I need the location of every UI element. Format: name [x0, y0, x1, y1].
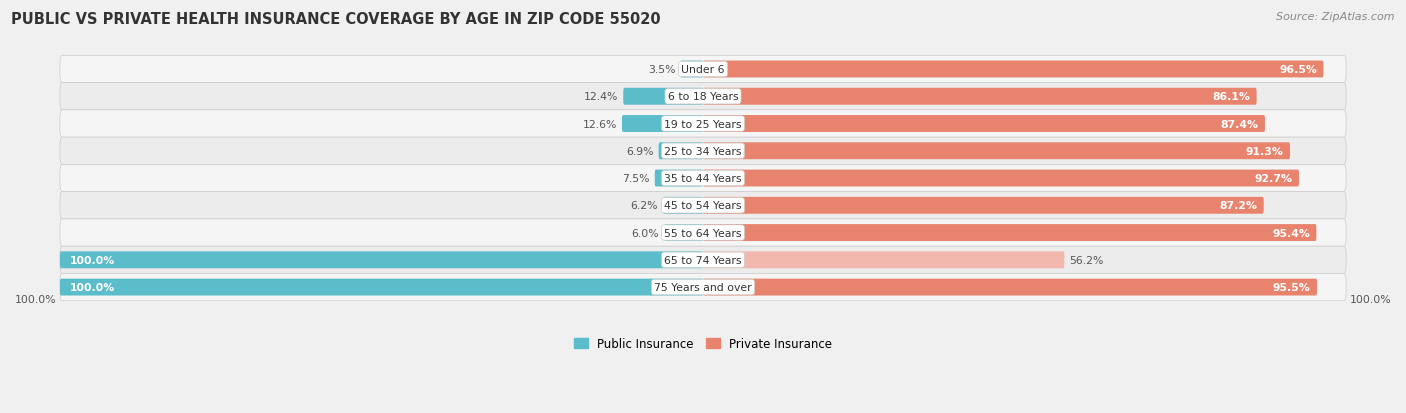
FancyBboxPatch shape	[665, 225, 703, 242]
FancyBboxPatch shape	[60, 252, 703, 268]
FancyBboxPatch shape	[60, 192, 1346, 219]
FancyBboxPatch shape	[60, 165, 1346, 192]
Text: 87.4%: 87.4%	[1220, 119, 1258, 129]
FancyBboxPatch shape	[703, 170, 1299, 187]
Text: 6.0%: 6.0%	[631, 228, 659, 238]
FancyBboxPatch shape	[60, 111, 1346, 138]
Text: 92.7%: 92.7%	[1254, 173, 1292, 184]
Text: 95.4%: 95.4%	[1272, 228, 1310, 238]
FancyBboxPatch shape	[703, 88, 1257, 105]
Text: 3.5%: 3.5%	[648, 65, 675, 75]
Text: 6 to 18 Years: 6 to 18 Years	[668, 92, 738, 102]
FancyBboxPatch shape	[664, 197, 703, 214]
Text: 91.3%: 91.3%	[1246, 147, 1284, 157]
FancyBboxPatch shape	[658, 143, 703, 160]
Text: 55 to 64 Years: 55 to 64 Years	[664, 228, 742, 238]
Text: 6.2%: 6.2%	[630, 201, 658, 211]
Text: 7.5%: 7.5%	[621, 173, 650, 184]
FancyBboxPatch shape	[703, 116, 1265, 133]
Legend: Public Insurance, Private Insurance: Public Insurance, Private Insurance	[569, 332, 837, 355]
Text: 95.5%: 95.5%	[1272, 282, 1310, 292]
Text: PUBLIC VS PRIVATE HEALTH INSURANCE COVERAGE BY AGE IN ZIP CODE 55020: PUBLIC VS PRIVATE HEALTH INSURANCE COVER…	[11, 12, 661, 27]
FancyBboxPatch shape	[60, 279, 703, 296]
Text: 25 to 34 Years: 25 to 34 Years	[664, 147, 742, 157]
Text: 19 to 25 Years: 19 to 25 Years	[664, 119, 742, 129]
Text: 6.9%: 6.9%	[626, 147, 654, 157]
FancyBboxPatch shape	[703, 197, 1264, 214]
FancyBboxPatch shape	[681, 62, 703, 78]
FancyBboxPatch shape	[60, 274, 1346, 301]
Text: 12.6%: 12.6%	[582, 119, 617, 129]
FancyBboxPatch shape	[60, 219, 1346, 247]
Text: 100.0%: 100.0%	[15, 294, 56, 304]
FancyBboxPatch shape	[655, 170, 703, 187]
Text: 87.2%: 87.2%	[1219, 201, 1257, 211]
Text: Under 6: Under 6	[682, 65, 724, 75]
FancyBboxPatch shape	[703, 62, 1323, 78]
Text: 45 to 54 Years: 45 to 54 Years	[664, 201, 742, 211]
Text: 35 to 44 Years: 35 to 44 Years	[664, 173, 742, 184]
Text: 100.0%: 100.0%	[70, 255, 115, 265]
Text: 75 Years and over: 75 Years and over	[654, 282, 752, 292]
FancyBboxPatch shape	[703, 279, 1317, 296]
Text: 100.0%: 100.0%	[70, 282, 115, 292]
FancyBboxPatch shape	[623, 88, 703, 105]
FancyBboxPatch shape	[60, 138, 1346, 165]
FancyBboxPatch shape	[621, 116, 703, 133]
Text: 100.0%: 100.0%	[1350, 294, 1391, 304]
Text: 96.5%: 96.5%	[1279, 65, 1317, 75]
FancyBboxPatch shape	[703, 252, 1064, 268]
FancyBboxPatch shape	[60, 247, 1346, 274]
Text: Source: ZipAtlas.com: Source: ZipAtlas.com	[1277, 12, 1395, 22]
Text: 56.2%: 56.2%	[1070, 255, 1104, 265]
FancyBboxPatch shape	[703, 143, 1291, 160]
FancyBboxPatch shape	[60, 83, 1346, 111]
Text: 65 to 74 Years: 65 to 74 Years	[664, 255, 742, 265]
FancyBboxPatch shape	[60, 56, 1346, 83]
Text: 86.1%: 86.1%	[1212, 92, 1250, 102]
Text: 12.4%: 12.4%	[583, 92, 619, 102]
FancyBboxPatch shape	[703, 225, 1316, 242]
